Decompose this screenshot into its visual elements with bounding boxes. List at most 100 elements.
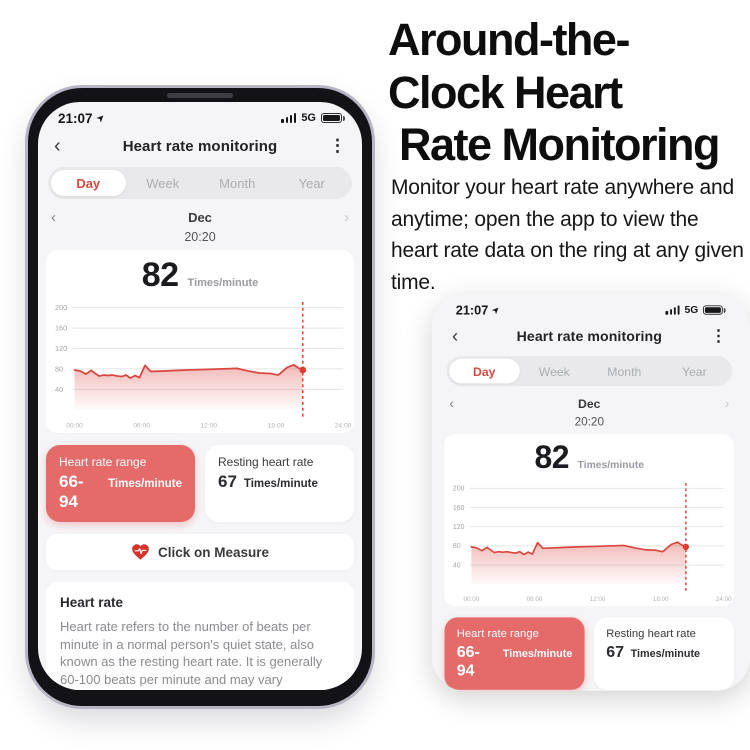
next-month-button[interactable]: ›: [344, 208, 349, 226]
measure-button[interactable]: Click on Measure: [46, 534, 354, 571]
resting-title: Resting heart rate: [606, 627, 696, 641]
range-unit: Times/minute: [108, 478, 182, 491]
tab-week[interactable]: Week: [146, 175, 180, 191]
status-bar: 21:07 ➤ 5G: [38, 102, 362, 128]
svg-text:24:00: 24:00: [716, 596, 732, 603]
kebab-menu-icon[interactable]: ⋮: [710, 326, 727, 345]
range-title: Heart rate range: [456, 627, 539, 641]
svg-text:40: 40: [55, 385, 63, 394]
resting-value: 67: [218, 472, 237, 492]
svg-text:06:00: 06:00: [527, 596, 543, 603]
kebab-menu-icon[interactable]: ⋮: [329, 136, 346, 155]
svg-text:12:00: 12:00: [590, 596, 606, 603]
status-time: 21:07: [455, 302, 489, 318]
svg-text:120: 120: [55, 344, 67, 353]
network-label: 5G: [301, 112, 316, 124]
info-title: Heart rate: [60, 595, 124, 611]
resting-heart-rate-card: Resting heart rate 67 Times/minute: [205, 445, 354, 523]
resting-title: Resting heart rate: [218, 455, 314, 470]
marketing-heading: Around-the- Clock Heart Rate Monitoring: [388, 14, 720, 171]
left-phone-screen: 21:07 ➤ 5G ‹ Heart rate monitoring ⋮ Day…: [38, 102, 362, 690]
svg-text:24:00: 24:00: [335, 422, 352, 429]
svg-text:160: 160: [55, 324, 67, 333]
selected-time-label: 20:20: [184, 230, 216, 244]
resting-heart-rate-card: Resting heart rate 67 Times/minute: [593, 617, 735, 691]
stats-row: Heart rate range 66-94 Times/minute Rest…: [46, 445, 354, 523]
stats-row: Heart rate range 66-94 Times/minute Rest…: [444, 617, 735, 691]
svg-text:06:00: 06:00: [133, 422, 150, 429]
range-value: 66-94: [59, 472, 84, 512]
info-body: Heart rate refers to the number of beats…: [60, 619, 323, 690]
resting-unit: Times/minute: [630, 648, 701, 661]
heart-rate-range-card: Heart rate range 66-94 Times/minute: [46, 445, 195, 523]
svg-text:80: 80: [55, 364, 63, 373]
prev-month-button[interactable]: ‹: [449, 395, 454, 412]
svg-text:00:00: 00:00: [464, 596, 480, 603]
period-tab-bar: Day Week Month Year: [446, 356, 733, 387]
current-bpm-value: 82: [141, 256, 179, 294]
tab-day[interactable]: Day: [51, 170, 126, 196]
page-title: Heart rate monitoring: [122, 137, 278, 155]
svg-text:18:00: 18:00: [653, 596, 669, 603]
tab-month[interactable]: Month: [219, 175, 256, 191]
current-bpm-unit: Times/minute: [577, 459, 645, 471]
resting-value: 67: [606, 643, 624, 661]
right-phone-screen: 21:07 ➤ 5G ‹ Heart rate monitoring ⋮ Day…: [437, 295, 742, 691]
phone-speaker-icon: [167, 93, 233, 98]
location-arrow-icon: ➤: [489, 303, 503, 317]
heart-rate-chart[interactable]: 200 160 120 80 40 00:00 06:00 12:00 18:00 24:00: [448, 479, 732, 604]
selected-time-label: 20:20: [574, 415, 604, 429]
app-header: ‹ Heart rate monitoring ⋮: [38, 128, 362, 164]
svg-text:80: 80: [453, 543, 461, 550]
current-bpm-value: 82: [534, 439, 570, 476]
signal-bars-icon: [665, 305, 680, 315]
battery-icon: [321, 112, 345, 124]
battery-icon: [703, 305, 726, 315]
status-bar: 21:07 ➤ 5G: [437, 295, 742, 319]
resting-unit: Times/minute: [243, 478, 318, 491]
next-month-button[interactable]: ›: [724, 395, 730, 412]
back-button[interactable]: ‹: [452, 326, 459, 347]
right-phone-mockup: 21:07 ➤ 5G ‹ Heart rate monitoring ⋮ Day…: [432, 293, 750, 691]
svg-text:160: 160: [453, 505, 465, 512]
svg-text:200: 200: [453, 486, 465, 493]
heart-rate-chart-card: 82 Times/minute 200 160 120 80 40 00:00 06:00 1…: [444, 434, 735, 607]
tab-day[interactable]: Day: [449, 358, 520, 384]
svg-text:120: 120: [453, 524, 465, 531]
svg-text:00:00: 00:00: [66, 422, 83, 429]
heart-pulse-icon: [132, 544, 149, 561]
heart-rate-range-card: Heart rate range 66-94 Times/minute: [444, 617, 585, 691]
location-arrow-icon: ➤: [93, 111, 108, 125]
tab-year[interactable]: Year: [298, 175, 325, 191]
current-bpm-unit: Times/minute: [187, 277, 259, 289]
range-title: Heart rate range: [59, 455, 147, 470]
month-label: Dec: [578, 396, 601, 411]
tab-month[interactable]: Month: [607, 364, 642, 379]
svg-text:12:00: 12:00: [200, 422, 217, 429]
tab-week[interactable]: Week: [538, 364, 570, 379]
period-tab-bar: Day Week Month Year: [48, 167, 352, 199]
month-label: Dec: [188, 209, 212, 225]
range-unit: Times/minute: [502, 648, 573, 661]
network-label: 5G: [684, 304, 699, 316]
page-title: Heart rate monitoring: [516, 328, 662, 345]
svg-text:200: 200: [55, 303, 67, 312]
date-navigator: ‹ Dec ›: [51, 206, 349, 228]
tab-year[interactable]: Year: [681, 364, 707, 379]
app-header: ‹ Heart rate monitoring ⋮: [437, 319, 742, 353]
date-navigator: ‹ Dec ›: [449, 393, 729, 414]
left-phone-mockup: 21:07 ➤ 5G ‹ Heart rate monitoring ⋮ Day…: [28, 88, 372, 706]
svg-text:18:00: 18:00: [268, 422, 285, 429]
heart-rate-info-card: Heart rate Heart rate refers to the numb…: [46, 582, 354, 690]
heart-rate-chart[interactable]: 200 160 120 80 40 00:00 06:00 12:00 18:00 24:00: [50, 298, 352, 431]
svg-text:40: 40: [453, 562, 461, 569]
range-value: 66-94: [456, 643, 480, 680]
heart-rate-chart-card: 82 Times/minute 200 160 120 80 40 00:00 06:00 1…: [46, 250, 354, 434]
signal-bars-icon: [281, 113, 297, 123]
status-time: 21:07: [58, 110, 93, 126]
back-button[interactable]: ‹: [54, 135, 61, 157]
prev-month-button[interactable]: ‹: [51, 208, 56, 226]
marketing-description: Monitor your heart rate anywhere and any…: [391, 176, 744, 294]
measure-button-label: Click on Measure: [157, 544, 270, 560]
